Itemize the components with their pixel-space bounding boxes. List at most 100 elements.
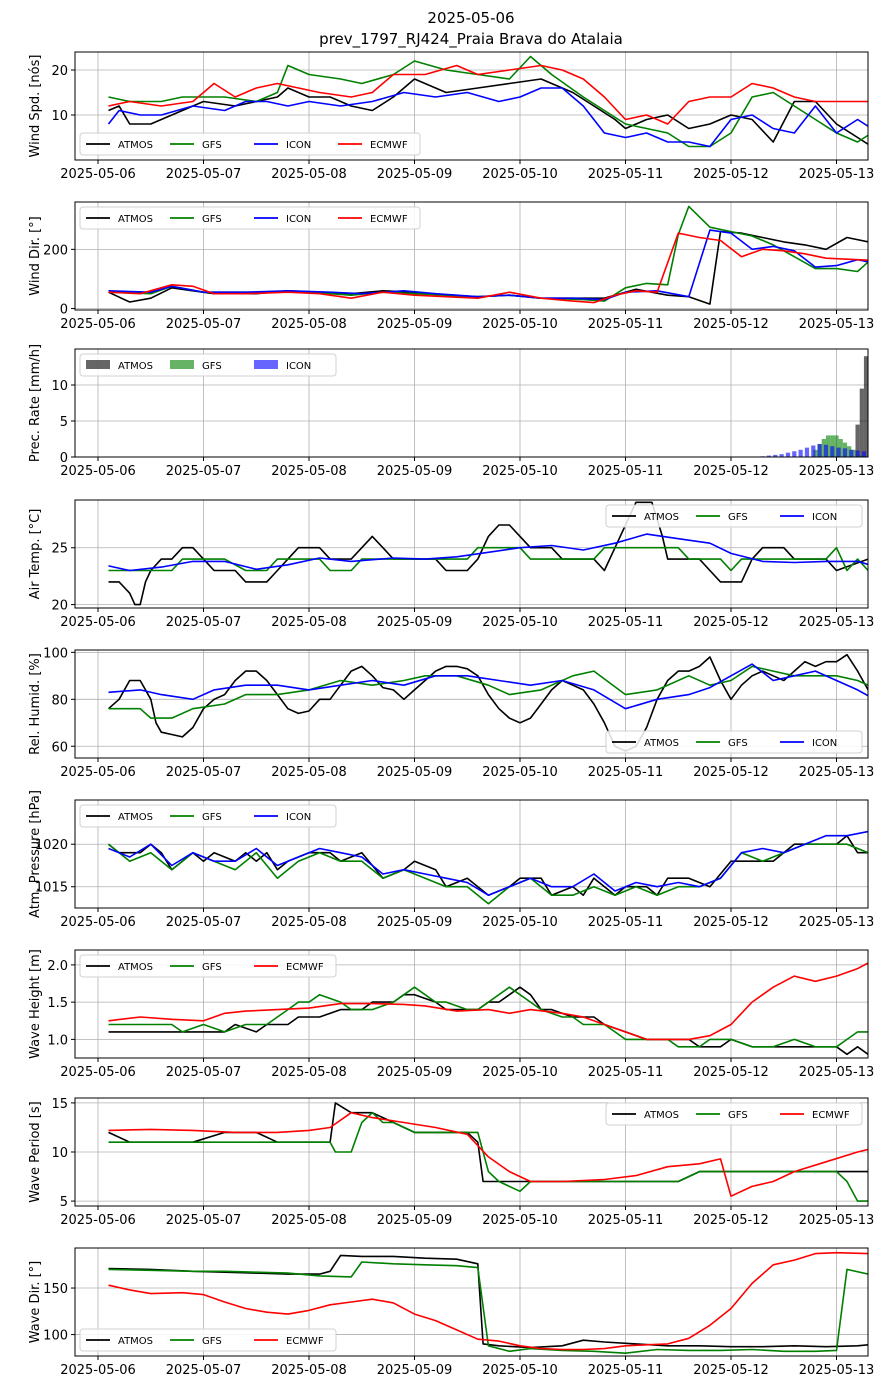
y-tick-label: 10 xyxy=(51,1146,68,1161)
x-tick-label: 2025-05-10 xyxy=(482,167,558,182)
legend-box xyxy=(605,504,863,528)
bar-gfs xyxy=(868,455,872,457)
legend-label-ecmwf: ECMWF xyxy=(370,140,408,151)
legend-label-icon: ICON xyxy=(812,512,837,523)
legend-label-ecmwf: ECMWF xyxy=(812,1110,850,1121)
legend-swatch-icon xyxy=(254,360,278,369)
legend: ATMOS GFS ICON ECMWF xyxy=(79,206,421,230)
grid xyxy=(75,800,868,908)
x-tick-label: 2025-05-11 xyxy=(588,167,664,182)
x-tick-label: 2025-05-07 xyxy=(166,1363,242,1378)
legend-label-gfs: GFS xyxy=(728,512,748,523)
line-atmos xyxy=(108,986,868,1056)
axes-frame xyxy=(74,499,869,609)
y-tick-label: 0 xyxy=(60,451,68,466)
y-tick-label: 5 xyxy=(60,415,68,430)
legend-label-atmos: ATMOS xyxy=(644,738,679,749)
axes-frame xyxy=(74,949,869,1059)
x-tick-label: 2025-05-09 xyxy=(377,765,453,780)
x-tick-label: 2025-05-12 xyxy=(693,317,769,332)
series-group xyxy=(108,1102,868,1202)
x-tick-label: 2025-05-11 xyxy=(588,464,664,479)
bar-icon xyxy=(817,444,822,457)
x-tick-label: 2025-05-08 xyxy=(271,1065,347,1080)
y-tick-label: 0 xyxy=(60,303,68,318)
legend: ATMOS GFS ICON xyxy=(79,353,337,377)
bar-icon xyxy=(798,449,803,457)
legend-swatch-atmos xyxy=(86,360,110,369)
x-tick-label: 2025-05-10 xyxy=(482,1363,558,1378)
x-tick-label: 2025-05-08 xyxy=(271,1363,347,1378)
legend-box xyxy=(605,730,863,754)
x-tick-label: 2025-05-08 xyxy=(271,615,347,630)
line-ecmwf xyxy=(108,64,868,125)
y-tick-label: 25 xyxy=(51,542,68,557)
bar-gfs xyxy=(834,435,839,457)
panel-1: 2025-05-06 2025-05-07 2025-05-08 2025-05-09… xyxy=(28,51,874,182)
x-tick-label: 2025-05-07 xyxy=(166,317,242,332)
legend-label-icon: ICON xyxy=(286,140,311,151)
series-group xyxy=(108,962,868,1056)
series-group xyxy=(108,1251,868,1354)
y-axis-label: Wind Spd. [nós] xyxy=(28,55,43,158)
legend-label-icon: ICON xyxy=(286,214,311,225)
y-axis-label: Atm. Pressure [hPa] xyxy=(28,790,43,918)
x-tick-label: 2025-05-07 xyxy=(166,167,242,182)
bar-icon xyxy=(823,444,829,457)
y-axis-label: Prec. Rate [mm/h] xyxy=(28,344,43,462)
line-gfs xyxy=(108,55,868,148)
line-ecmwf xyxy=(108,1251,868,1351)
bar-atmos xyxy=(863,356,868,457)
bar-icon xyxy=(785,452,791,457)
bar-icon xyxy=(836,447,841,457)
x-tick-label: 2025-05-13 xyxy=(799,1213,875,1228)
bar-icon xyxy=(811,445,816,457)
x-tick-label: 2025-05-08 xyxy=(271,464,347,479)
panel-9: 2025-05-06 2025-05-07 2025-05-08 2025-05-09… xyxy=(28,1247,874,1378)
line-icon xyxy=(108,830,868,897)
x-tick-label: 2025-05-12 xyxy=(693,167,769,182)
bar-gfs xyxy=(877,455,881,457)
x-tick-label: 2025-05-11 xyxy=(588,765,664,780)
x-tick-label: 2025-05-08 xyxy=(271,317,347,332)
y-tick-label: 150 xyxy=(43,1282,68,1297)
x-tick-label: 2025-05-06 xyxy=(60,464,136,479)
bar-icon xyxy=(881,453,885,457)
x-tick-label: 2025-05-10 xyxy=(482,1213,558,1228)
x-tick-label: 2025-05-06 xyxy=(60,1065,136,1080)
x-tick-label: 2025-05-09 xyxy=(377,464,453,479)
line-icon xyxy=(107,87,868,148)
line-ecmwf xyxy=(108,1111,868,1197)
series-group xyxy=(107,653,868,752)
y-axis-label: Air Temp. [°C] xyxy=(28,509,43,600)
x-tick-label: 2025-05-07 xyxy=(166,1213,242,1228)
y-tick-label: 200 xyxy=(43,243,68,258)
series-group xyxy=(107,55,868,148)
x-tick-label: 2025-05-12 xyxy=(693,464,769,479)
x-tick-label: 2025-05-06 xyxy=(60,615,136,630)
y-tick-label: 1015 xyxy=(35,881,68,896)
bar-icon xyxy=(874,452,878,457)
legend: ATMOS GFS ECMWF xyxy=(79,954,337,978)
x-tick-label: 2025-05-11 xyxy=(588,1363,664,1378)
x-tick-label: 2025-05-10 xyxy=(482,615,558,630)
x-tick-label: 2025-05-07 xyxy=(166,915,242,930)
line-icon xyxy=(108,229,868,301)
x-tick-label: 2025-05-12 xyxy=(693,1065,769,1080)
y-tick-label: 100 xyxy=(43,1329,68,1344)
panel-3: 2025-05-06 2025-05-07 2025-05-08 2025-05-09… xyxy=(28,344,885,479)
x-tick-label: 2025-05-06 xyxy=(60,167,136,182)
x-tick-label: 2025-05-09 xyxy=(377,167,453,182)
legend-label-atmos: ATMOS xyxy=(118,962,153,973)
panel-6: 2025-05-06 2025-05-07 2025-05-08 2025-05-09… xyxy=(28,790,874,930)
x-tick-label: 2025-05-12 xyxy=(693,915,769,930)
legend-label-atmos: ATMOS xyxy=(118,812,153,823)
legend: ATMOS GFS ECMWF xyxy=(605,1102,863,1126)
x-tick-label: 2025-05-13 xyxy=(799,317,875,332)
y-tick-label: 60 xyxy=(51,740,68,755)
axes-frame xyxy=(74,1247,869,1357)
x-tick-label: 2025-05-11 xyxy=(588,317,664,332)
x-tick-label: 2025-05-12 xyxy=(693,1213,769,1228)
legend-label-atmos: ATMOS xyxy=(644,1110,679,1121)
